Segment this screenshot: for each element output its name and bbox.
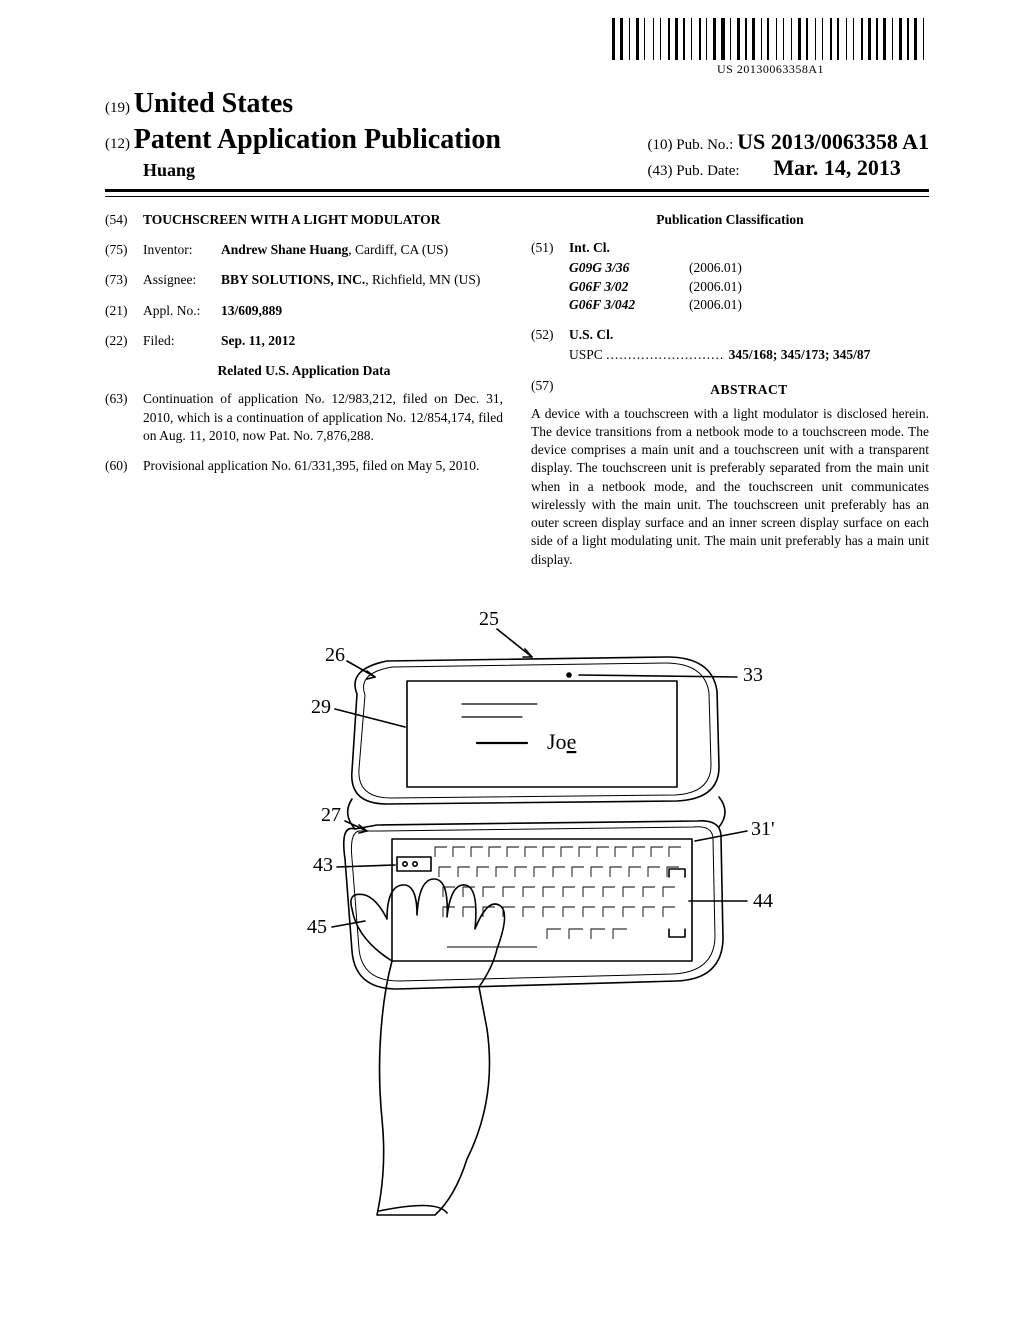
barcode (612, 18, 929, 60)
f60-num: (60) (105, 457, 143, 475)
f54-num: (54) (105, 211, 143, 229)
right-column: Publication Classification (51) Int. Cl.… (531, 211, 929, 569)
uscl-val: 345/168; 345/173; 345/87 (729, 347, 871, 362)
f73-lab: Assignee: (143, 271, 221, 289)
f51-num: (51) (531, 239, 569, 257)
ref-44: 44 (753, 890, 773, 912)
header-left: (19) United States (12) Patent Applicati… (105, 88, 501, 181)
field-51: (51) Int. Cl. (531, 239, 929, 257)
rule-thin (105, 196, 929, 197)
patent-figure: Joe (237, 599, 797, 1219)
uscl-lead: USPC (569, 347, 603, 362)
intcl-list: G09G 3/36(2006.01)G06F 3/02(2006.01)G06F… (569, 259, 929, 314)
pubno: US 2013/0063358 A1 (737, 129, 929, 154)
f75-num: (75) (105, 241, 143, 259)
pubdate: Mar. 14, 2013 (773, 155, 901, 180)
barcode-block: US 20130063358A1 (612, 18, 929, 77)
f22-num: (22) (105, 332, 143, 350)
f75-lab: Inventor: (143, 241, 221, 259)
f73-num: (73) (105, 271, 143, 289)
barcode-text: US 20130063358A1 (612, 62, 929, 77)
f75-name: Andrew Shane Huang (221, 242, 348, 257)
f75-val: Andrew Shane Huang, Cardiff, CA (US) (221, 241, 503, 259)
uscl-line: USPC ........................... 345/168… (569, 346, 929, 364)
f73-name: BBY SOLUTIONS, INC. (221, 272, 365, 287)
f54-val: TOUCHSCREEN WITH A LIGHT MODULATOR (143, 211, 503, 229)
ref-31p: 31' (751, 818, 775, 840)
left-column: (54) TOUCHSCREEN WITH A LIGHT MODULATOR … (105, 211, 503, 569)
kind: Patent Application Publication (134, 124, 501, 155)
ref-25: 25 (479, 608, 499, 630)
f57-num: (57) (531, 377, 569, 405)
kind-num: (12) (105, 136, 130, 152)
field-22: (22) Filed: Sep. 11, 2012 (105, 332, 503, 350)
biblio-columns: (54) TOUCHSCREEN WITH A LIGHT MODULATOR … (105, 211, 929, 569)
field-60: (60) Provisional application No. 61/331,… (105, 457, 503, 475)
f21-num: (21) (105, 302, 143, 320)
f63-num: (63) (105, 390, 143, 445)
intcl-row: G06F 3/042(2006.01) (569, 296, 929, 314)
pubno-num: (10) (647, 137, 672, 153)
f75-loc: , Cardiff, CA (US) (348, 242, 448, 257)
f51-lab: Int. Cl. (569, 240, 610, 255)
patent-page: US 20130063358A1 (19) United States (12)… (0, 0, 1024, 1320)
f52-lab: U.S. Cl. (569, 327, 613, 342)
abstract-body: A device with a touchscreen with a light… (531, 405, 929, 569)
country: United States (134, 88, 293, 119)
f60-val: Provisional application No. 61/331,395, … (143, 457, 503, 475)
pubdate-num: (43) (647, 163, 672, 179)
country-num: (19) (105, 100, 130, 116)
abstract-head: ABSTRACT (569, 381, 929, 399)
f22-lab: Filed: (143, 332, 221, 350)
f21-lab: Appl. No.: (143, 302, 221, 320)
field-52: (52) U.S. Cl. (531, 326, 929, 344)
field-21: (21) Appl. No.: 13/609,889 (105, 302, 503, 320)
f63-val: Continuation of application No. 12/983,2… (143, 390, 503, 445)
ref-33: 33 (743, 664, 763, 686)
dot-leader: ........................... (606, 347, 729, 362)
figure-area: Joe (105, 599, 929, 1219)
ref-43: 43 (313, 854, 333, 876)
ref-29: 29 (311, 696, 331, 718)
ref-27: 27 (321, 804, 341, 826)
header-right: (10) Pub. No.: US 2013/0063358 A1 (43) P… (647, 129, 929, 181)
related-head: Related U.S. Application Data (105, 362, 503, 380)
author: Huang (105, 160, 501, 181)
header: (19) United States (12) Patent Applicati… (105, 88, 929, 181)
field-73: (73) Assignee: BBY SOLUTIONS, INC., Rich… (105, 271, 503, 289)
screen-text: Joe (547, 729, 576, 754)
f73-loc: , Richfield, MN (US) (365, 272, 480, 287)
pubdate-label: Pub. Date: (676, 163, 739, 180)
ref-45: 45 (307, 916, 327, 938)
intcl-row: G06F 3/02(2006.01) (569, 278, 929, 296)
field-57: (57) ABSTRACT (531, 377, 929, 405)
field-75: (75) Inventor: Andrew Shane Huang, Cardi… (105, 241, 503, 259)
rule-thick (105, 189, 929, 192)
pubno-label: Pub. No.: (676, 137, 733, 154)
f52-num: (52) (531, 326, 569, 344)
f21-val: 13/609,889 (221, 303, 282, 318)
intcl-row: G09G 3/36(2006.01) (569, 259, 929, 277)
f22-val: Sep. 11, 2012 (221, 333, 295, 348)
field-63: (63) Continuation of application No. 12/… (105, 390, 503, 445)
f73-val: BBY SOLUTIONS, INC., Richfield, MN (US) (221, 271, 503, 289)
field-54: (54) TOUCHSCREEN WITH A LIGHT MODULATOR (105, 211, 503, 229)
class-head: Publication Classification (531, 211, 929, 229)
ref-26: 26 (325, 644, 345, 666)
